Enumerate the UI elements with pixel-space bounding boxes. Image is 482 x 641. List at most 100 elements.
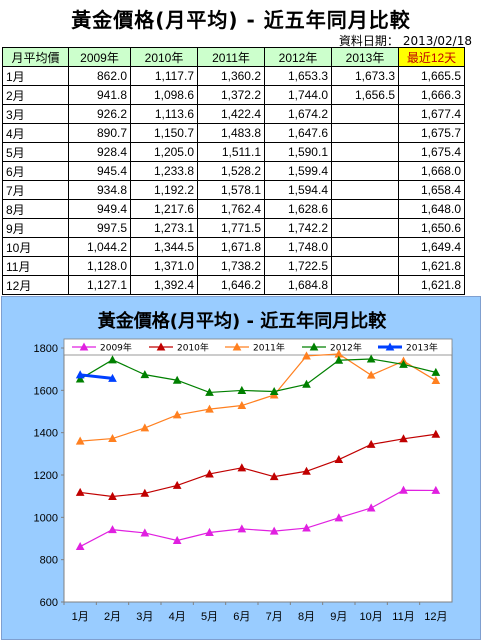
price-cell: 1,673.3 — [331, 66, 399, 86]
data-point — [269, 472, 279, 481]
price-cell: 928.4 — [68, 142, 131, 162]
price-cell: 1,599.4 — [264, 161, 332, 181]
price-cell: 1,675.4 — [398, 142, 465, 162]
series-line — [79, 358, 436, 394]
data-point — [172, 480, 182, 489]
chart-panel: 黃金價格(月平均) - 近五年同月比較 2009年 2010年 2011年 2012年… — [1, 296, 481, 640]
y-tick-label: 1200 — [34, 470, 58, 482]
table-row: 9月 997.5 1,273.1 1,771.5 1,742.2 1,650.6 — [2, 218, 465, 238]
series-line — [80, 353, 437, 442]
table-row: 1月 862.0 1,117.7 1,360.2 1,653.3 1,673.3 1,665… — [2, 66, 465, 86]
table-row: 5月 928.4 1,205.0 1,511.1 1,590.1 1,675.4 — [2, 142, 465, 162]
data-point — [108, 373, 117, 382]
price-cell: 1,671.8 — [197, 237, 265, 257]
table-row: 11月 1,128.0 1,371.0 1,738.2 1,722.5 1,621.8 — [2, 256, 465, 276]
month-cell: 7月 — [2, 180, 69, 200]
price-table: 月平均價 2009年 2010年 2011年 2012年 2013年 最近12天… — [2, 47, 465, 295]
x-tick-label: 5月 — [201, 611, 218, 623]
table-row: 10月 1,044.2 1,344.5 1,671.8 1,748.0 1,649.4 — [2, 237, 465, 257]
table-row: 8月 949.4 1,217.6 1,762.4 1,628.6 1,648.0 — [2, 199, 465, 219]
data-point — [302, 379, 311, 388]
x-tick-label: 1月 — [72, 611, 89, 623]
price-cell: 1,371.0 — [130, 256, 198, 276]
data-point — [108, 525, 117, 534]
price-cell: 945.4 — [68, 161, 131, 181]
table-row: 4月 890.7 1,150.7 1,483.8 1,647.6 1,675.7 — [2, 123, 465, 143]
month-cell: 5月 — [2, 142, 69, 162]
price-cell: 1,649.4 — [398, 237, 465, 257]
price-cell — [331, 142, 399, 162]
y-tick-label: 1400 — [34, 428, 58, 440]
y-tick-label: 600 — [40, 597, 58, 609]
series-line — [79, 489, 436, 548]
series-line — [80, 433, 436, 498]
data-point — [309, 342, 319, 351]
month-cell: 9月 — [2, 218, 69, 238]
header-2012: 2012年 — [264, 47, 332, 67]
x-tick-label: 4月 — [169, 611, 186, 623]
data-point — [334, 355, 344, 364]
data-point — [75, 374, 85, 383]
chart-legend: 2009年 2010年 2011年 2012年 2013年 — [63, 338, 453, 356]
data-point — [302, 523, 311, 532]
table-row: 3月 926.2 1,113.6 1,422.4 1,674.2 1,677.4 — [2, 104, 465, 124]
header-recent-12-days: 最近12天 — [398, 47, 465, 67]
price-cell: 1,665.5 — [398, 66, 465, 86]
series-2012年 — [75, 354, 441, 396]
price-cell: 1,744.0 — [264, 85, 332, 105]
price-cell — [331, 218, 399, 238]
data-point — [75, 541, 85, 551]
price-cell: 1,578.1 — [197, 180, 265, 200]
data-point — [399, 359, 408, 368]
data-point — [366, 354, 376, 363]
price-cell — [331, 180, 399, 200]
x-tick-label: 6月 — [233, 611, 250, 623]
data-point — [205, 469, 214, 478]
data-point — [79, 342, 89, 351]
price-cell: 1,684.8 — [264, 275, 332, 295]
price-cell: 1,273.1 — [130, 218, 198, 238]
data-point — [108, 355, 117, 364]
price-cell — [331, 161, 399, 181]
line-chart: 黃金價格(月平均) - 近五年同月比較 2009年 2010年 2011年 2012年… — [34, 310, 453, 623]
y-tick-label: 1000 — [34, 512, 58, 524]
page-title: 黃金價格(月平均) - 近五年同月比較 — [71, 8, 411, 32]
x-tick-label: 10月 — [360, 611, 383, 623]
legend-label: 2011年 — [253, 342, 285, 354]
data-point — [431, 485, 441, 494]
data-point — [172, 375, 182, 384]
price-cell: 1,656.5 — [331, 85, 399, 105]
price-cell — [331, 256, 399, 276]
price-cell: 1,658.4 — [398, 180, 465, 200]
table-row: 2月 941.8 1,098.6 1,372.2 1,744.0 1,656.5 1,666… — [2, 85, 465, 105]
price-cell: 997.5 — [68, 218, 131, 238]
price-cell: 1,722.5 — [264, 256, 332, 276]
legend-label: 2013年 — [406, 342, 438, 354]
price-cell: 1,621.8 — [398, 275, 465, 295]
price-cell: 1,650.6 — [398, 218, 465, 238]
data-point — [334, 454, 344, 464]
data-point — [302, 351, 311, 360]
data-point — [366, 439, 376, 448]
data-point — [431, 367, 441, 376]
header-2013: 2013年 — [331, 47, 399, 67]
y-tick-label: 800 — [40, 555, 58, 567]
header-2009: 2009年 — [68, 47, 131, 67]
price-cell: 862.0 — [68, 66, 131, 86]
price-cell: 1,044.2 — [68, 237, 131, 257]
price-cell: 934.8 — [68, 180, 131, 200]
price-cell: 1,674.2 — [264, 104, 332, 124]
series-2010年 — [75, 429, 441, 500]
x-tick-label: 7月 — [266, 611, 283, 623]
price-cell: 949.4 — [68, 199, 131, 219]
price-cell: 1,127.1 — [68, 275, 131, 295]
data-point — [108, 433, 117, 443]
data-point — [172, 535, 182, 544]
data-date-label: 資料日期： — [338, 34, 399, 48]
price-cell: 1,594.4 — [264, 180, 332, 200]
table-row: 12月 1,127.1 1,392.4 1,646.2 1,684.8 1,621.8 — [2, 275, 465, 295]
price-cell: 1,217.6 — [130, 199, 198, 219]
table-header-row: 月平均價 2009年 2010年 2011年 2012年 2013年 最近12天 — [2, 47, 465, 67]
data-point — [399, 434, 408, 443]
data-point — [232, 342, 242, 351]
